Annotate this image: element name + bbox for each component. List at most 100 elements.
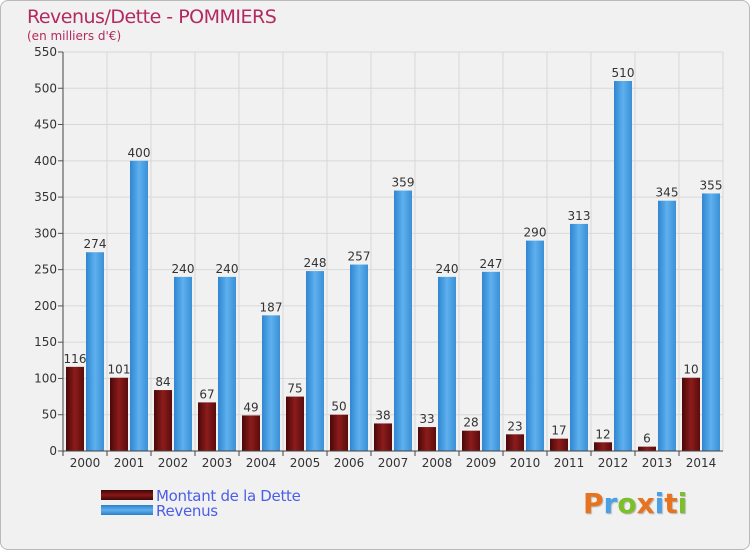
bar-dette-2012: [594, 442, 612, 451]
legend-swatch-dette: [101, 490, 153, 500]
x-tick-label-2003: 2003: [202, 456, 233, 470]
y-tick-label: 350: [34, 190, 57, 204]
legend-item-dette: Montant de la Dette: [101, 487, 361, 505]
bar-revenus-2005: [306, 271, 324, 451]
data-label-dette-2012: 12: [595, 427, 610, 441]
proxiti-logo: Proxiti: [583, 487, 687, 520]
grid-layer: [62, 51, 724, 452]
data-label-revenus-2005: 248: [304, 256, 327, 270]
data-label-dette-2011: 17: [551, 424, 566, 438]
chart-subtitle: (en milliers d'€): [27, 29, 122, 43]
bar-revenus-2014: [702, 193, 720, 452]
y-tick-label: 250: [34, 263, 57, 277]
legend-swatch-revenus: [101, 505, 153, 515]
data-label-revenus-2008: 240: [436, 262, 459, 276]
bar-dette-2004: [242, 415, 260, 451]
data-label-revenus-2011: 313: [568, 209, 591, 223]
data-label-revenus-2002: 240: [172, 262, 195, 276]
data-label-revenus-2003: 240: [216, 262, 239, 276]
x-tick-label-2007: 2007: [378, 456, 409, 470]
logo-letter: r: [603, 487, 618, 520]
y-tick-label: 500: [34, 81, 57, 95]
data-label-revenus-2012: 510: [612, 66, 635, 80]
x-tick-label-2002: 2002: [158, 456, 189, 470]
x-tick-label-2006: 2006: [334, 456, 365, 470]
y-tick-label: 150: [34, 335, 57, 349]
logo-letter: i: [654, 487, 665, 520]
x-tick-label-2011: 2011: [554, 456, 585, 470]
x-tick-label-2012: 2012: [598, 456, 629, 470]
data-label-dette-2002: 84: [155, 375, 170, 389]
data-label-revenus-2009: 247: [480, 257, 503, 271]
data-label-dette-2014: 10: [683, 363, 698, 377]
data-label-dette-2000: 116: [64, 352, 87, 366]
data-label-revenus-2004: 187: [260, 300, 283, 314]
data-label-dette-2001: 101: [108, 363, 131, 377]
bar-revenus-2013: [658, 200, 676, 451]
y-tick-label: 50: [42, 408, 57, 422]
data-label-revenus-2006: 257: [348, 250, 371, 264]
x-tick-label-2004: 2004: [246, 456, 277, 470]
bar-revenus-2007: [394, 190, 412, 451]
data-label-dette-2003: 67: [199, 387, 214, 401]
legend-label-revenus: Revenus: [156, 502, 218, 520]
bar-layer: [66, 81, 720, 452]
data-label-revenus-2007: 359: [392, 176, 415, 190]
data-label-dette-2008: 33: [419, 412, 434, 426]
y-tick-label: 100: [34, 371, 57, 385]
x-tick-label-2001: 2001: [114, 456, 145, 470]
logo-letter: x: [636, 487, 655, 520]
y-tick-label: 550: [34, 45, 57, 59]
bar-dette-2011: [550, 438, 568, 451]
data-label-dette-2007: 38: [375, 408, 390, 422]
bar-revenus-2002: [174, 276, 192, 451]
logo-letter: P: [583, 487, 604, 520]
x-tick-label-2005: 2005: [290, 456, 321, 470]
data-label-revenus-2000: 274: [84, 237, 107, 251]
bar-dette-2013: [638, 446, 656, 451]
bar-dette-2008: [418, 427, 436, 451]
bar-dette-2009: [462, 430, 480, 451]
logo-letter: o: [617, 487, 637, 520]
y-tick-label: 200: [34, 299, 57, 313]
bar-dette-2010: [506, 434, 524, 451]
x-tick-label-2009: 2009: [466, 456, 497, 470]
data-label-revenus-2013: 345: [656, 186, 679, 200]
bar-dette-2007: [374, 423, 392, 451]
bar-revenus-2011: [570, 223, 588, 451]
bar-dette-2006: [330, 414, 348, 451]
bar-dette-2002: [154, 390, 172, 451]
x-tick-label-2000: 2000: [70, 456, 101, 470]
x-tick-label-2014: 2014: [686, 456, 717, 470]
y-tick-label: 300: [34, 226, 57, 240]
data-label-dette-2010: 23: [507, 419, 522, 433]
bar-revenus-2012: [614, 81, 632, 451]
bar-revenus-2010: [526, 240, 544, 451]
legend-label-dette: Montant de la Dette: [156, 487, 301, 505]
bar-dette-2014: [682, 377, 700, 451]
label-layer: 116 274 101 400 84 240 67 240 49 187 75 248 50 257 38 3…: [64, 66, 723, 446]
data-label-dette-2005: 75: [287, 382, 302, 396]
data-label-dette-2009: 28: [463, 416, 478, 430]
bar-dette-2001: [110, 377, 128, 451]
logo-letter: t: [664, 487, 678, 520]
bar-dette-2005: [286, 396, 304, 451]
x-tick-label-2010: 2010: [510, 456, 541, 470]
y-tick-label: 450: [34, 118, 57, 132]
bar-revenus-2006: [350, 264, 368, 451]
data-label-revenus-2014: 355: [700, 178, 723, 192]
y-tick-label: 0: [49, 444, 57, 458]
data-label-dette-2006: 50: [331, 400, 346, 414]
data-label-dette-2004: 49: [243, 400, 258, 414]
bar-revenus-2004: [262, 315, 280, 451]
chart-title: Revenus/Dette - POMMIERS: [27, 6, 277, 28]
logo-letter: i: [677, 487, 688, 520]
bar-dette-2003: [198, 402, 216, 451]
x-tick-label-2008: 2008: [422, 456, 453, 470]
y-tick-label: 400: [34, 154, 57, 168]
bar-revenus-2001: [130, 160, 148, 451]
bar-revenus-2009: [482, 271, 500, 451]
